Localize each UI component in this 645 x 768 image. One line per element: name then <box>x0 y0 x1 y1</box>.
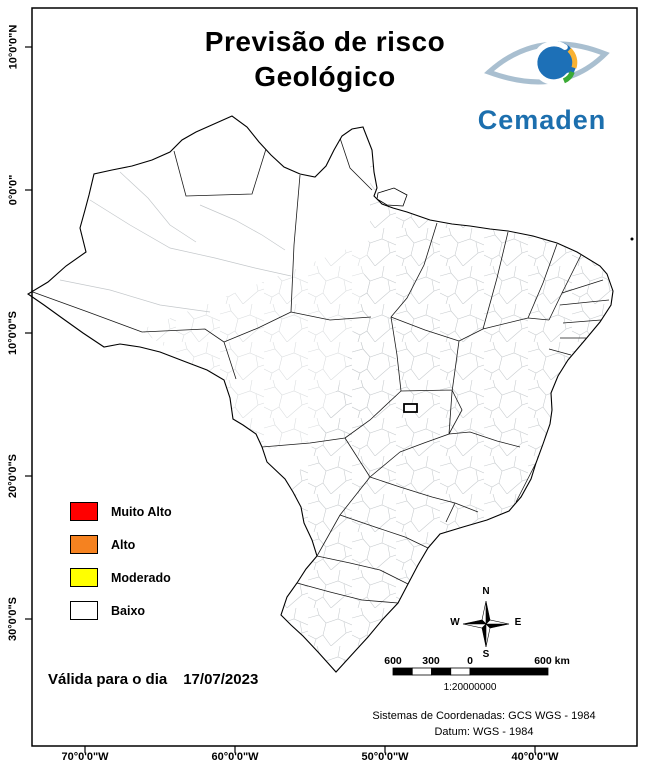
compass-rose-icon <box>462 600 510 648</box>
lat-label-0: 0°0'0" <box>7 174 19 206</box>
scale-label-600-left: 600 <box>384 655 402 667</box>
compass-north-label: N <box>482 586 490 597</box>
legend-item-baixo: Baixo <box>70 601 172 620</box>
title-line-1: Previsão de risco <box>204 26 446 57</box>
datum-text: Datum: WGS - 1984 <box>434 726 534 738</box>
cemaden-eye-icon <box>484 40 610 85</box>
legend-label: Muito Alto <box>111 504 172 519</box>
validity-prefix: Válida para o dia <box>48 671 168 688</box>
coordinate-system-text: Sistemas de Coordenadas: GCS WGS - 1984 <box>372 710 596 722</box>
legend-item-moderado: Moderado <box>70 568 172 587</box>
legend-label: Moderado <box>111 570 171 585</box>
lat-label-20s: 20°0'0"S <box>7 453 20 499</box>
compass-south-label: S <box>482 649 490 660</box>
validity-line: Válida para o dia 17/07/2023 <box>48 671 258 688</box>
scale-bar <box>392 667 549 676</box>
scale-label-600-km: 600 km <box>534 655 570 667</box>
lon-label-40w: 40°0'0"W <box>511 751 559 763</box>
scale-label-300: 300 <box>422 655 440 667</box>
scale-label-0: 0 <box>467 655 473 667</box>
lon-label-70w: 70°0'0"W <box>61 751 109 763</box>
lat-label-30s: 30°0'0"S <box>7 596 20 642</box>
brazil-outline <box>26 115 614 673</box>
title-line-2: Geológico <box>254 61 396 92</box>
lon-label-60w: 60°0'0"W <box>211 751 259 763</box>
legend-swatch-baixo <box>70 601 98 620</box>
marajo-island <box>376 187 408 207</box>
legend-item-muito-alto: Muito Alto <box>70 502 172 521</box>
map-frame <box>31 7 638 747</box>
legend-swatch-muito-alto <box>70 502 98 521</box>
df-marker <box>403 403 418 413</box>
axis-ticks <box>25 46 536 753</box>
page-title: Previsão de risco Geológico <box>110 24 540 94</box>
island-dot <box>630 237 634 241</box>
cemaden-wordmark: Cemaden <box>477 105 607 135</box>
legend-swatch-alto <box>70 535 98 554</box>
legend-label: Baixo <box>111 603 146 618</box>
lon-label-50w: 50°0'0"W <box>361 751 409 763</box>
compass-east-label: E <box>514 617 522 628</box>
legend-swatch-moderado <box>70 568 98 587</box>
legend-label: Alto <box>111 537 136 552</box>
state-borders <box>29 137 610 604</box>
scale-ratio: 1:20000000 <box>443 682 497 693</box>
lat-label-10n: 10°0'0"N <box>7 24 19 70</box>
validity-date: 17/07/2023 <box>183 671 259 688</box>
compass-west-label: W <box>450 617 460 628</box>
lat-label-10s: 10°0'0"S <box>7 310 20 356</box>
cemaden-logo: Cemaden <box>466 24 618 136</box>
risk-legend: Muito Alto Alto Moderado Baixo <box>70 502 172 634</box>
legend-item-alto: Alto <box>70 535 172 554</box>
